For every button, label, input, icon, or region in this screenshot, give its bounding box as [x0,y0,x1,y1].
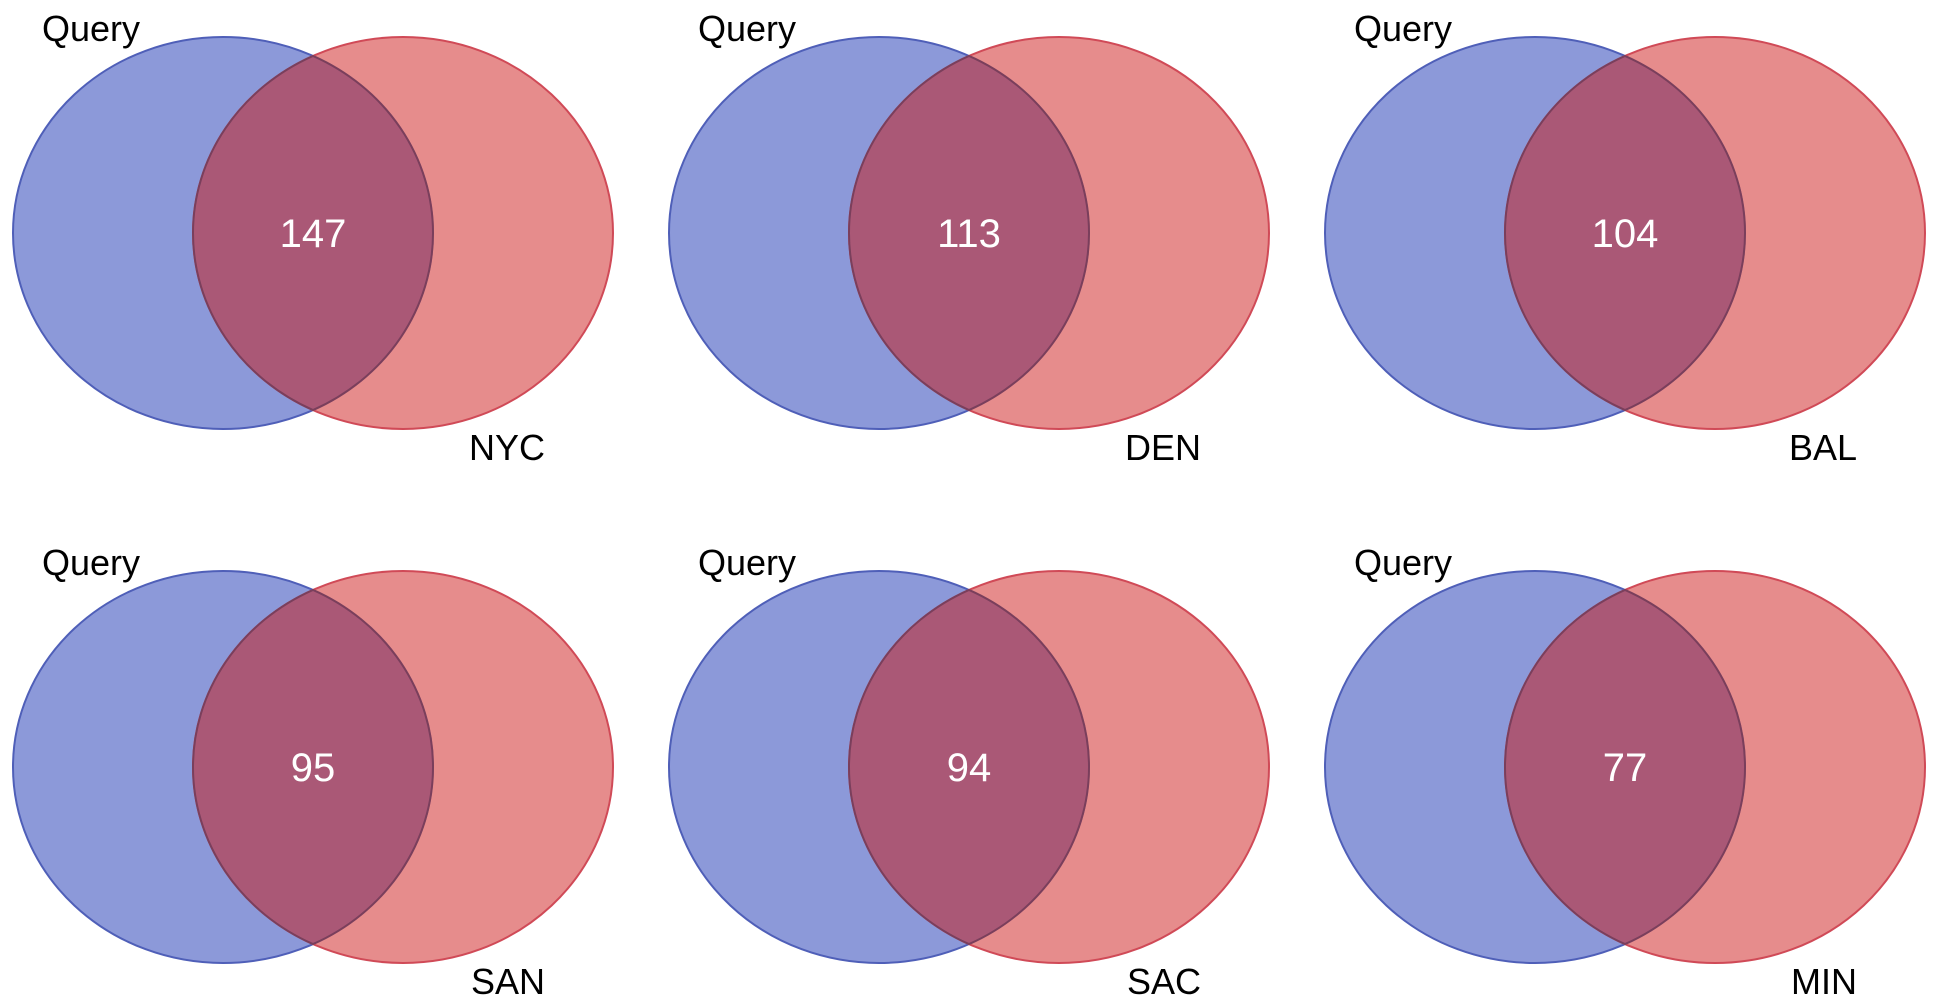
venn-panel-bal: Query BAL 104 [1324,8,1926,468]
overlap-region [847,588,1091,946]
overlap-region [1503,588,1747,946]
city-label: DEN [1125,427,1201,468]
overlap-region [191,54,435,412]
overlap-count: 113 [937,212,1001,256]
venn-panel-san: Query SAN 95 [12,542,614,1002]
overlap-count: 95 [291,746,336,790]
overlap-region [1503,54,1747,412]
city-label: BAL [1789,427,1857,468]
overlap-count: 104 [1592,212,1659,256]
venn-panel-min: Query MIN 77 [1324,542,1926,1002]
query-label: Query [42,542,140,583]
query-label: Query [1354,8,1452,49]
city-label: NYC [469,427,545,468]
overlap-count: 94 [947,746,992,790]
query-label: Query [1354,542,1452,583]
overlap-region [191,588,435,946]
city-label: SAN [471,961,545,1002]
overlap-count: 77 [1603,746,1648,790]
query-label: Query [698,542,796,583]
city-label: MIN [1791,961,1857,1002]
venn-panel-sac: Query SAC 94 [668,542,1270,1002]
query-label: Query [698,8,796,49]
venn-panel-den: Query DEN 113 [668,8,1270,468]
query-label: Query [42,8,140,49]
overlap-count: 147 [280,212,347,256]
overlap-region [847,54,1091,412]
venn-panel-nyc: Query NYC 147 [12,8,614,468]
city-label: SAC [1127,961,1201,1002]
